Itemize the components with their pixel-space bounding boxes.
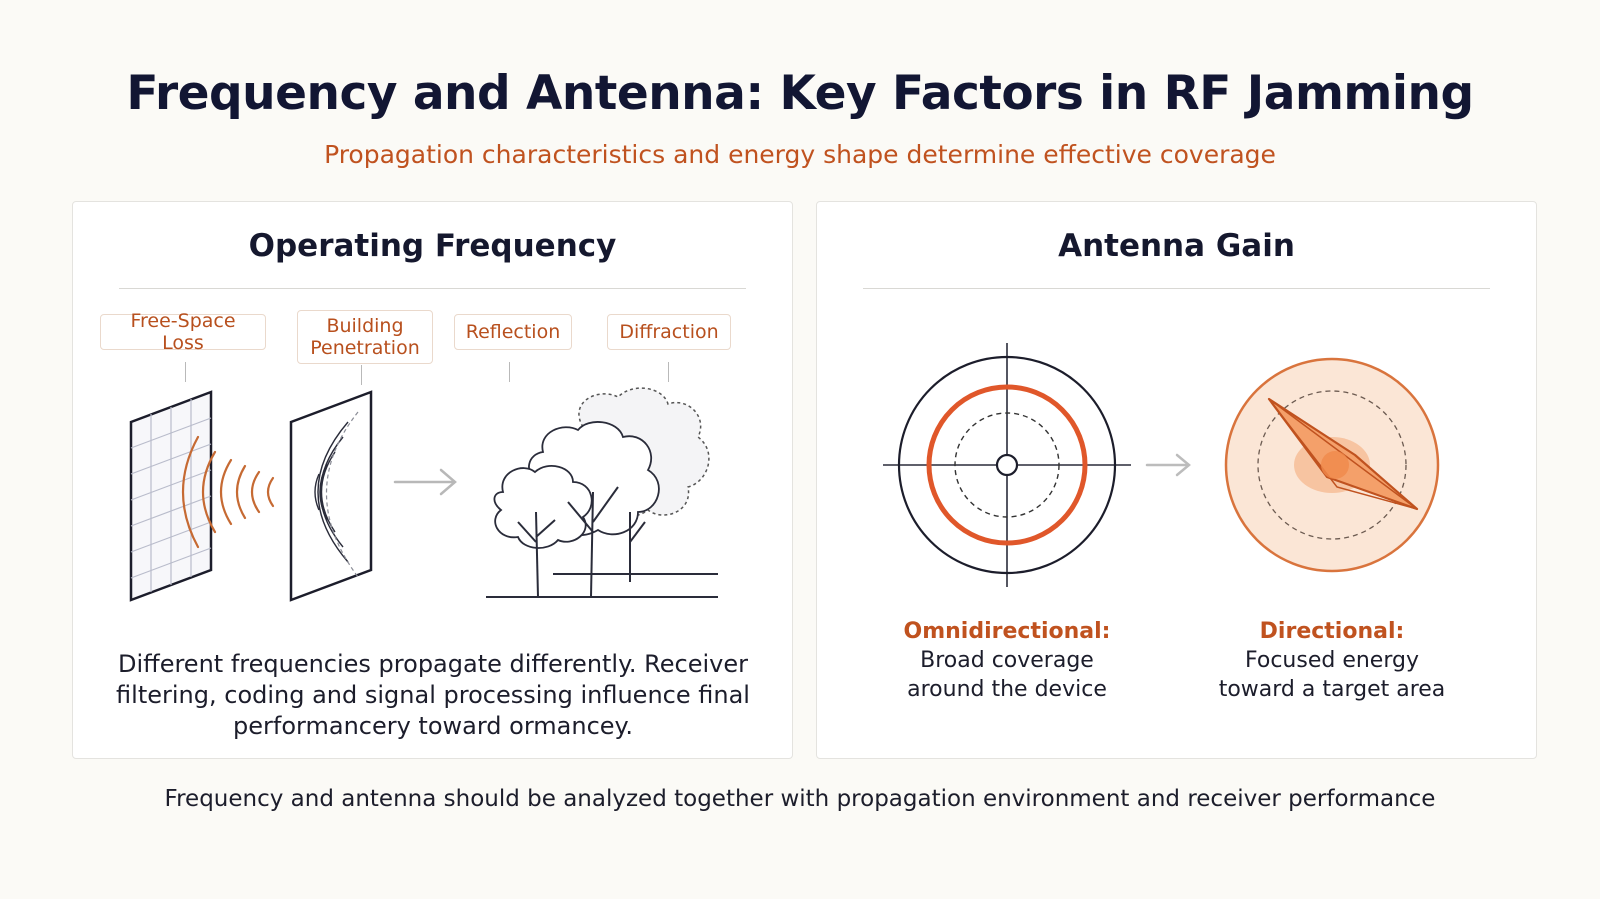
tag-building-penetration: Building Penetration	[297, 310, 433, 364]
wall-grid-icon	[129, 390, 213, 602]
omni-line1: Broad coverage	[920, 648, 1094, 673]
arrow-right-icon	[1145, 453, 1191, 477]
directional-line2: toward a target area	[1218, 677, 1446, 702]
directional-line1: Focused energy	[1245, 648, 1419, 673]
trees-icon	[486, 387, 718, 598]
panel-divider	[119, 288, 746, 289]
omni-pattern-icon	[883, 343, 1131, 587]
frequency-description: Different frequencies propagate differen…	[116, 650, 750, 740]
footer-note: Frequency and antenna should be analyzed…	[164, 786, 1436, 812]
page-title: Frequency and Antenna: Key Factors in RF…	[126, 66, 1474, 121]
panel-divider	[863, 288, 1490, 289]
propagation-illustration	[129, 387, 718, 602]
building-wall-icon	[289, 390, 373, 602]
directional-pattern-icon	[1224, 357, 1440, 573]
directional-heading: Directional:	[1259, 619, 1405, 644]
panel-title-frequency: Operating Frequency	[248, 228, 617, 264]
directional-label: Directional: Focused energy toward a tar…	[1192, 617, 1472, 704]
page-subtitle: Propagation characteristics and energy s…	[324, 140, 1276, 169]
tag-diffraction: Diffraction	[607, 314, 731, 350]
wave-arcs-icon	[182, 435, 275, 549]
omni-heading: Omnidirectional:	[903, 619, 1111, 644]
tag-free-space-loss: Free-Space Loss	[100, 310, 266, 354]
omni-line2: around the device	[907, 677, 1107, 702]
arrow-right-icon	[393, 468, 457, 496]
tag-connector	[185, 362, 186, 382]
tag-connector	[668, 362, 669, 382]
antenna-gain-panel: Antenna Gain Omnidirectional: Broad	[816, 201, 1537, 759]
omni-label: Omnidirectional: Broad coverage around t…	[882, 617, 1132, 704]
tag-reflection: Reflection	[454, 314, 572, 350]
panel-title-antenna: Antenna Gain	[1058, 228, 1295, 264]
tag-connector	[361, 365, 362, 385]
antenna-illustration	[883, 343, 1440, 587]
tag-connector	[509, 362, 510, 382]
operating-frequency-panel: Operating Frequency Free-Space Loss Buil…	[72, 201, 793, 759]
